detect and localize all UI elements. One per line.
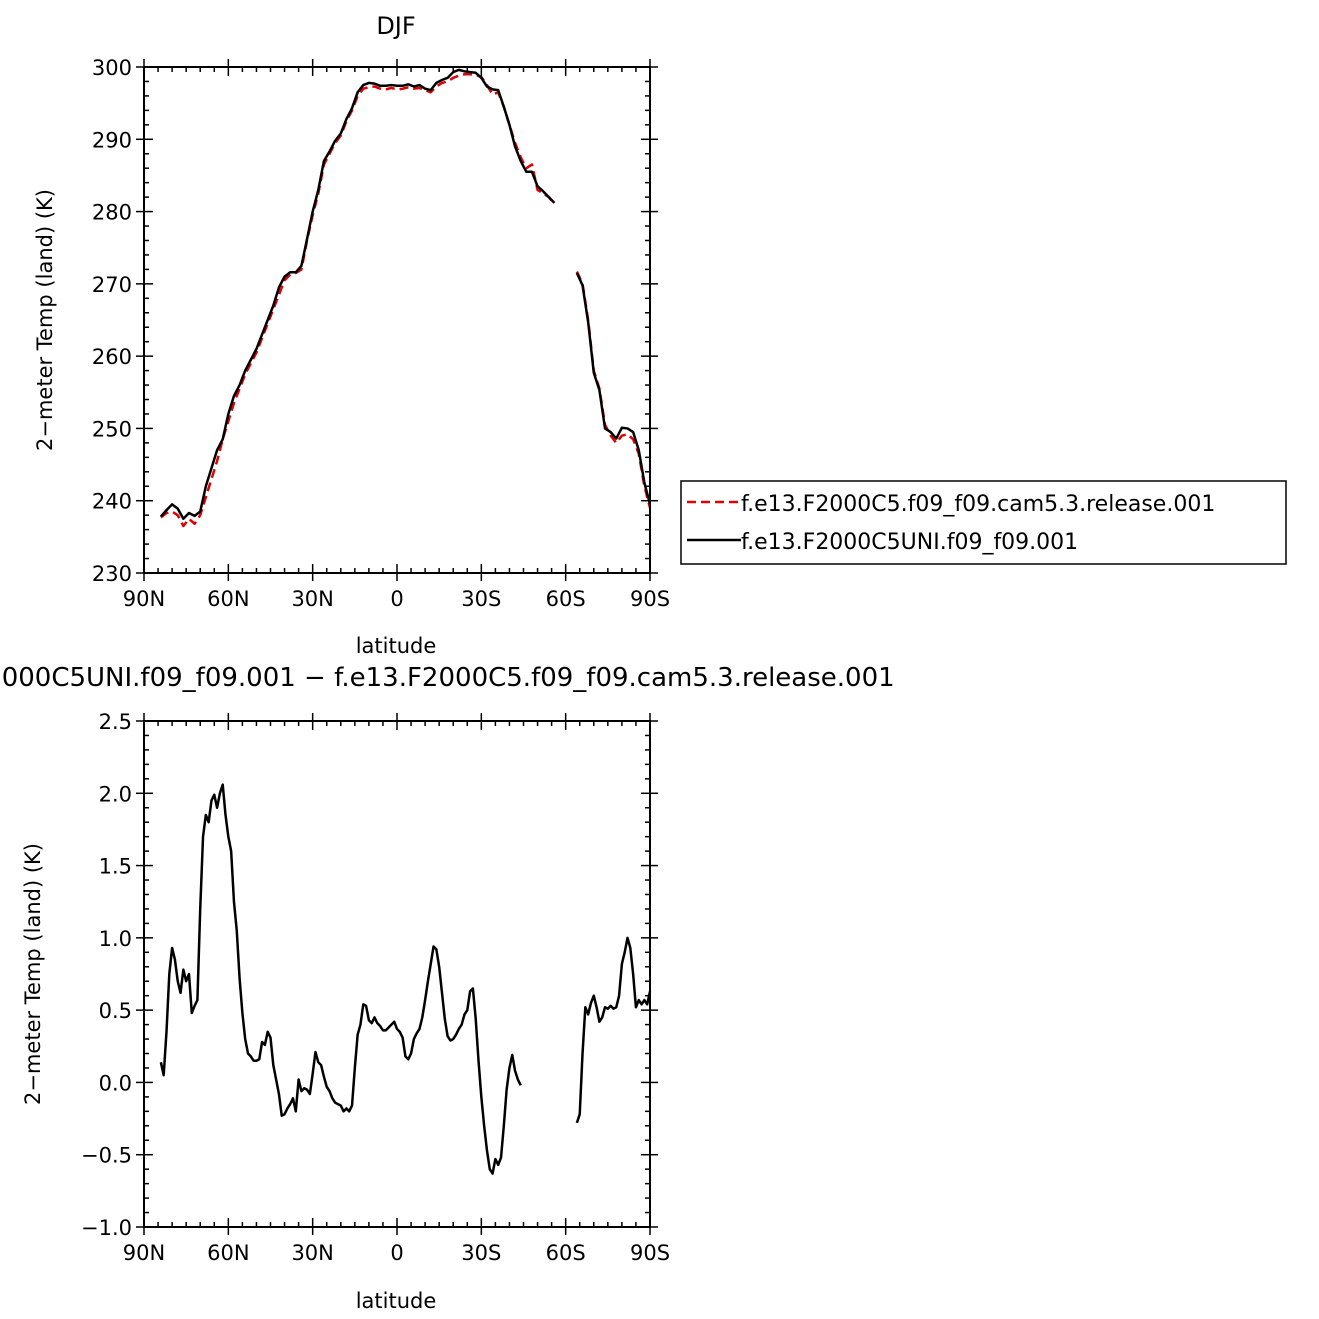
legend-box [680,480,1287,565]
bottom-xtick-label: 60S [546,1241,586,1265]
bottom-ytick-label: 2.0 [99,782,132,806]
top-xtick-label: 30S [461,587,501,611]
top-xlabel: latitude [356,634,437,658]
top-title: DJF [376,12,415,40]
bottom-xlabel: latitude [356,1289,437,1313]
bottom-ytick-label: −0.5 [81,1144,132,1168]
top-xtick-label: 60S [546,587,586,611]
top-ytick-label: 230 [92,562,132,586]
bottom-ylabel: 2−meter Temp (land) (K) [21,843,45,1105]
bottom-xtick-label: 90S [630,1241,670,1265]
top-xtick-label: 0 [390,587,403,611]
top-xtick-label: 60N [207,587,249,611]
bottom-series-0-line [159,783,522,1175]
top-axes-layer: 90N 60N 30N 0 30S 60S 90S 230 240 250 260 270 280 290… [92,56,670,611]
bottom-xtick-label: 0 [390,1241,403,1265]
top-series-1-line [159,68,556,521]
bottom-series-layer [159,783,652,1175]
top-xtick-label: 90S [630,587,670,611]
top-ytick-label: 240 [92,490,132,514]
bottom-xtick-label: 60N [207,1241,249,1265]
bottom-ytick-label: 1.5 [99,855,132,879]
top-series-0-line [160,72,556,528]
top-series-layer [159,68,652,528]
top-ytick-label: 300 [92,56,132,80]
top-series-1-line [575,272,652,505]
bottom-xtick-label: 90N [123,1241,165,1265]
top-xtick-label: 30N [291,587,333,611]
bottom-xtick-label: 30N [291,1241,333,1265]
bottom-axes-layer: 90N 60N 30N 0 30S 60S 90S −1.0 −0.5 0.0 0.5 1.0 1.5 2… [81,710,670,1265]
top-plot-frame [143,66,651,574]
bottom-panel: f.e13.F2000C5UNI.f09_f09.001 − f.e13.F20… [0,663,895,1313]
legend: f.e13.F2000C5.f09_f09.cam5.3.release.001… [680,480,1287,565]
bottom-xtick-label: 30S [461,1241,501,1265]
top-ytick-label: 290 [92,128,132,152]
top-ytick-label: 260 [92,345,132,369]
legend-label-uni: f.e13.F2000C5UNI.f09_f09.001 [741,530,1078,555]
bottom-ytick-label: 1.0 [99,927,132,951]
top-ytick-label: 280 [92,201,132,225]
top-ytick-label: 270 [92,273,132,297]
top-ytick-label: 250 [92,417,132,441]
top-panel: DJF 90N 60N 30N 0 30S 60S 90S 230 240 250 260 270 28… [33,12,670,658]
bottom-ytick-label: 0.5 [99,999,132,1023]
top-xtick-label: 90N [123,587,165,611]
bottom-ytick-label: 2.5 [99,710,132,734]
top-ylabel: 2−meter Temp (land) (K) [33,189,57,451]
bottom-ytick-label: −1.0 [81,1216,132,1240]
bottom-series-0-line [575,936,652,1124]
bottom-title: f.e13.F2000C5UNI.f09_f09.001 − f.e13.F20… [0,663,895,693]
bottom-ytick-label: 0.0 [99,1071,132,1095]
legend-label-control: f.e13.F2000C5.f09_f09.cam5.3.release.001 [741,492,1215,517]
top-series-0-line [575,271,652,509]
